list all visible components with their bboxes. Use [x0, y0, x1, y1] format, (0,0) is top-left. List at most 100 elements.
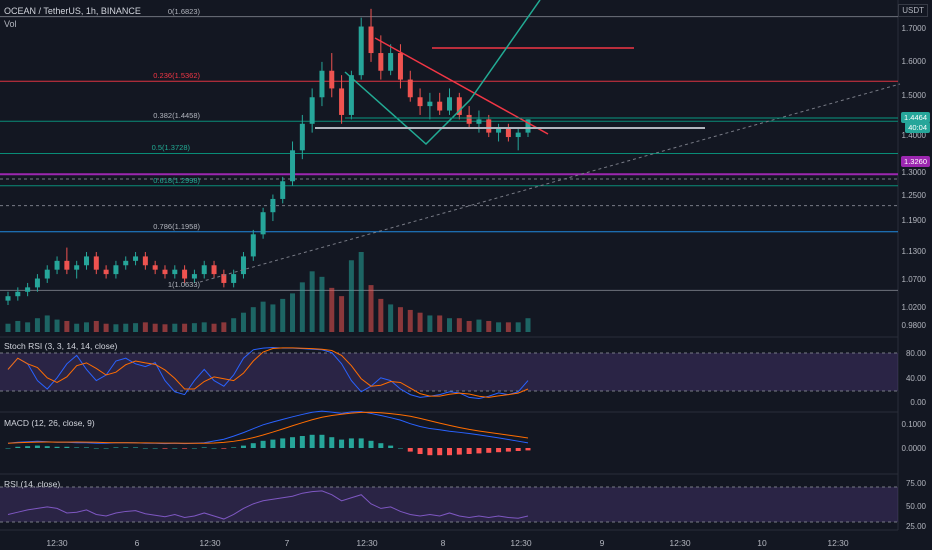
volume-bar — [25, 322, 31, 332]
macd-histogram-bar — [103, 448, 109, 449]
volume-bar — [162, 324, 168, 332]
rsi-axis-tick: 25.00 — [905, 522, 926, 531]
fib-level-label: 0.786(1.1958) — [153, 221, 200, 231]
symbol-title[interactable]: OCEAN / TetherUS, 1h, BINANCE — [4, 6, 141, 16]
macd-histogram-bar — [64, 446, 70, 448]
candle-body — [34, 278, 40, 288]
rsi-axis-tick: 75.00 — [905, 479, 926, 488]
candle-body — [417, 97, 423, 107]
fib-level-label: 0.382(1.4458) — [153, 111, 200, 121]
candle-body — [54, 260, 60, 270]
macd-histogram-bar — [123, 447, 129, 448]
candle-body — [437, 101, 443, 111]
volume-bar — [270, 304, 276, 332]
candle-body — [447, 97, 453, 111]
fib-level-label: 0.5(1.3728) — [151, 143, 190, 153]
candle-body — [5, 296, 11, 301]
price-axis-tick: 1.4000 — [901, 131, 926, 140]
macd-title[interactable]: MACD (12, 26, close, 9) — [4, 418, 95, 428]
volume-bar — [113, 324, 119, 332]
macd-histogram-bar — [74, 447, 80, 448]
candle-body — [339, 88, 345, 115]
candle-body — [44, 269, 50, 279]
macd-histogram-bar — [191, 448, 197, 449]
macd-histogram-bar — [319, 434, 325, 448]
volume-bar — [15, 320, 21, 332]
macd-histogram-bar — [437, 448, 443, 456]
volume-bar — [201, 322, 207, 332]
volume-bar — [447, 318, 453, 332]
candle-body — [15, 291, 21, 297]
macd-line — [7, 410, 529, 445]
volume-bar — [260, 301, 266, 332]
macd-histogram-bar — [201, 447, 207, 448]
volume-bar — [319, 276, 325, 332]
candle-body — [358, 26, 364, 76]
macd-histogram-bar — [348, 438, 354, 448]
candle-body — [319, 70, 325, 98]
volume-bar — [290, 293, 296, 332]
macd-histogram-bar — [525, 448, 531, 451]
currency-badge[interactable]: USDT — [898, 4, 928, 17]
macd-histogram-bar — [368, 440, 374, 448]
macd-histogram-bar — [162, 448, 168, 449]
macd-histogram-bar — [299, 436, 305, 448]
macd-histogram-bar — [515, 448, 521, 451]
price-axis-tick: 1.5000 — [901, 91, 926, 100]
candle-body — [221, 274, 227, 283]
volume-bar — [397, 307, 403, 332]
candle-body — [407, 79, 413, 98]
volume-bar — [152, 323, 158, 332]
volume-bar — [437, 315, 443, 332]
volume-bar — [358, 252, 364, 332]
volume-bar — [456, 318, 462, 332]
volume-bar — [240, 312, 246, 332]
candle-body — [162, 269, 168, 275]
volume-bar — [93, 320, 99, 332]
macd-histogram-bar — [417, 448, 423, 454]
volume-bar — [231, 318, 237, 332]
macd-histogram-bar — [250, 443, 256, 448]
countdown-tag: 40:04 — [905, 122, 930, 133]
volume-bar — [221, 322, 227, 332]
fib-level-label: 0(1.6823) — [167, 6, 200, 16]
candle-body — [250, 234, 256, 257]
volume-label: Vol — [4, 19, 17, 29]
volume-bar — [74, 323, 80, 332]
macd-histogram-bar — [34, 445, 40, 448]
stoch-rsi-title[interactable]: Stoch RSI (3, 3, 14, 14, close) — [4, 341, 118, 351]
price-axis-tick: 1.2500 — [901, 191, 926, 200]
macd-signal-line — [7, 411, 529, 444]
rsi-line — [7, 490, 529, 520]
candle-body — [456, 97, 462, 115]
stoch-d-line — [7, 347, 529, 398]
candle-body — [515, 132, 521, 138]
macd-histogram-bar — [447, 448, 453, 456]
candle-body — [240, 256, 246, 275]
macd-histogram-bar — [133, 447, 139, 448]
candle-body — [83, 256, 89, 266]
horizontal-line-tag: 1.3260 — [901, 156, 930, 167]
macd-histogram-bar — [93, 448, 99, 449]
macd-histogram-bar — [309, 434, 315, 448]
candle-body — [123, 260, 129, 266]
macd-histogram-bar — [211, 448, 217, 449]
volume-bar — [182, 323, 188, 332]
candle-body — [397, 53, 403, 80]
candle-body — [378, 53, 384, 71]
volume-bar — [103, 323, 109, 332]
rsi-title[interactable]: RSI (14, close) — [4, 479, 61, 489]
time-axis-label: 12:30 — [356, 538, 378, 548]
macd-histogram-bar — [339, 439, 345, 448]
volume-bar — [476, 319, 482, 332]
macd-histogram-bar — [152, 448, 158, 449]
stoch-band — [0, 353, 898, 391]
candle-body — [201, 265, 207, 275]
rsi-band — [0, 487, 898, 522]
fib-level-label: 0.236(1.5362) — [153, 71, 200, 81]
volume-bar — [486, 320, 492, 332]
volume-bar — [172, 323, 178, 332]
volume-bar — [64, 320, 70, 332]
candle-body — [476, 119, 482, 124]
